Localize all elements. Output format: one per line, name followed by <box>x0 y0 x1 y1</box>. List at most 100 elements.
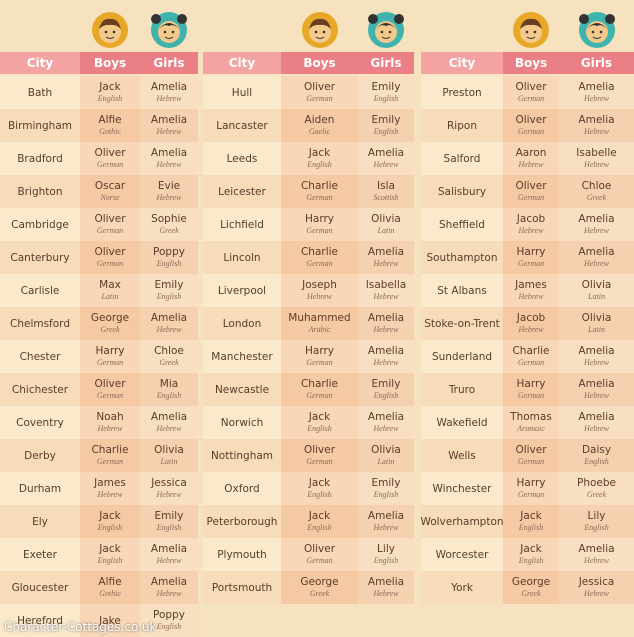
header-text: Girls <box>580 56 613 70</box>
boy-origin: Hebrew <box>518 292 544 301</box>
boy-cell: Charlie German <box>281 241 358 274</box>
city-cell: Ely <box>0 505 80 538</box>
city-name: Bradford <box>17 152 63 165</box>
boy-name: Alfie <box>98 576 122 588</box>
city-cell: Newcastle <box>203 373 281 406</box>
boy-name: Thomas <box>510 411 552 423</box>
girl-cell: Chloe Greek <box>559 175 634 208</box>
city-cell: Bradford <box>0 142 80 175</box>
header-text: Boys <box>93 56 127 70</box>
boy-name: Charlie <box>300 246 339 258</box>
city-cell: Salford <box>421 142 503 175</box>
girl-origin: Greek <box>586 193 607 202</box>
girl-cell: Emily English <box>358 472 414 505</box>
girl-origin: Hebrew <box>373 589 399 598</box>
boy-origin: Hebrew <box>518 325 544 334</box>
girl-cell: Amelia Hebrew <box>559 373 634 406</box>
boy-origin: German <box>96 259 124 268</box>
boy-cell: Oliver German <box>281 439 358 472</box>
girl-name: Poppy <box>153 609 185 621</box>
city-name: London <box>222 317 262 330</box>
boy-origin: German <box>306 226 333 235</box>
boy-cell: Jack English <box>80 505 140 538</box>
boy-origin: English <box>307 160 332 169</box>
boy-cell: Alfie Gothic <box>80 571 140 604</box>
boy-name: Oscar <box>94 180 126 192</box>
girl-name: Olivia <box>581 279 612 291</box>
city-name: Lancaster <box>216 119 268 132</box>
girl-origin: Hebrew <box>156 556 182 565</box>
boy-cell: Muhammed Arabic <box>281 307 358 340</box>
boy-name: Jack <box>520 543 542 555</box>
girl-name: Amelia <box>367 147 405 159</box>
boy-name: Oliver <box>94 147 126 159</box>
boy-name: Charlie <box>91 444 129 456</box>
girl-cell: Amelia Hebrew <box>559 538 634 571</box>
city-name: Gloucester <box>11 581 69 594</box>
girl-name: Emily <box>371 81 401 93</box>
city-name: Carlisle <box>20 284 60 297</box>
boy-name: James <box>94 477 126 489</box>
girl-cell: Amelia Hebrew <box>358 142 414 175</box>
column-header: City <box>203 52 281 74</box>
girl-name: Amelia <box>150 81 188 93</box>
girl-cell: Amelia Hebrew <box>559 340 634 373</box>
girl-name: Amelia <box>578 378 615 390</box>
column-header: Girls <box>358 52 414 74</box>
column-header: City <box>0 52 80 74</box>
girl-origin: English <box>373 391 399 400</box>
girl-cell: Amelia Hebrew <box>140 307 198 340</box>
city-name: Brighton <box>17 185 63 198</box>
girl-cell: Amelia Hebrew <box>358 340 414 373</box>
boy-name: Max <box>99 279 121 291</box>
girl-cell: Olivia Latin <box>559 274 634 307</box>
girl-origin: Greek <box>586 490 607 499</box>
boy-name: Jack <box>99 510 121 522</box>
girl-origin: Hebrew <box>583 589 610 598</box>
city-cell: Oxford <box>203 472 281 505</box>
city-name: Sunderland <box>431 350 493 363</box>
girl-origin: Hebrew <box>373 259 399 268</box>
girl-cell: Amelia Hebrew <box>358 505 414 538</box>
city-cell: Sheffield <box>421 208 503 241</box>
girl-name: Emily <box>371 477 401 489</box>
city-name: Manchester <box>211 350 273 363</box>
girl-origin: Latin <box>588 325 605 334</box>
city-cell: Manchester <box>203 340 281 373</box>
boy-origin: English <box>97 523 123 532</box>
boy-origin: German <box>517 193 545 202</box>
boy-origin: Norse <box>100 193 120 202</box>
city-name: Portsmouth <box>211 581 273 594</box>
girl-name: Daisy <box>581 444 612 456</box>
boy-cell: Jack English <box>503 538 559 571</box>
city-name: Hereford <box>17 614 63 627</box>
city-name: Derby <box>24 449 56 462</box>
boy-cell: James Hebrew <box>503 274 559 307</box>
city-cell: Salisbury <box>421 175 503 208</box>
girl-name: Amelia <box>150 543 188 555</box>
boy-cell: Alfie Gothic <box>80 109 140 142</box>
girl-cell: Amelia Hebrew <box>358 307 414 340</box>
city-cell: Chelmsford <box>0 307 80 340</box>
boy-name: Jack <box>99 543 121 555</box>
column-header: Boys <box>503 52 559 74</box>
boy-name: Harry <box>516 246 546 258</box>
city-name: Peterborough <box>206 515 278 528</box>
girl-cell: Emily English <box>358 109 414 142</box>
city-cell: Bath <box>0 76 80 109</box>
girl-cell: Jessica Hebrew <box>140 472 198 505</box>
column-header: City <box>421 52 503 74</box>
girl-name: Amelia <box>367 312 405 324</box>
girl-cell: Amelia Hebrew <box>559 406 634 439</box>
girl-name: Isabella <box>365 279 407 291</box>
header-text: Boys <box>514 56 548 70</box>
boy-cell: Charlie German <box>281 373 358 406</box>
boy-name: George <box>300 576 339 588</box>
city-cell: Leicester <box>203 175 281 208</box>
boy-cell: Jack English <box>281 406 358 439</box>
boy-cell: George Greek <box>80 307 140 340</box>
boy-origin: Hebrew <box>306 292 333 301</box>
boy-name: Oliver <box>303 543 336 555</box>
girl-name: Amelia <box>578 81 615 93</box>
city-cell: Plymouth <box>203 538 281 571</box>
